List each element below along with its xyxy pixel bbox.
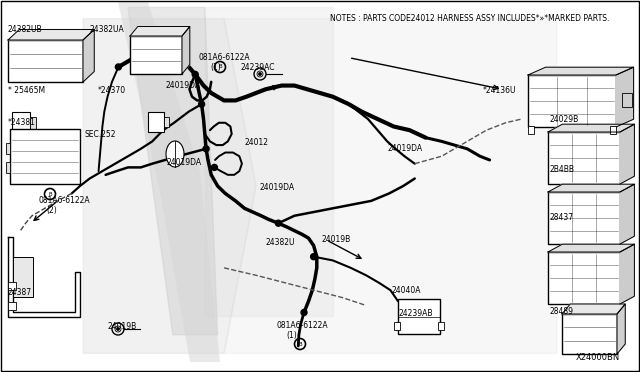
- Polygon shape: [128, 7, 218, 335]
- Text: 24382U: 24382U: [266, 238, 295, 247]
- Text: 24019DA: 24019DA: [388, 144, 423, 153]
- Text: * 25465M: * 25465M: [8, 86, 45, 94]
- Text: 24382UA: 24382UA: [90, 25, 124, 34]
- Text: B: B: [48, 192, 52, 196]
- Bar: [30, 117, 36, 129]
- Text: NOTES : PARTS CODE24012 HARNESS ASSY INCLUDES*»*MARKED PARTS.: NOTES : PARTS CODE24012 HARNESS ASSY INC…: [330, 14, 609, 23]
- Text: 081A6-6122A: 081A6-6122A: [38, 196, 90, 205]
- Circle shape: [259, 73, 261, 75]
- Text: 28437: 28437: [549, 213, 573, 222]
- Bar: [10, 129, 80, 184]
- Bar: [8, 282, 16, 290]
- PathPatch shape: [118, 2, 220, 362]
- Text: B: B: [218, 64, 222, 70]
- Bar: [8, 40, 83, 82]
- Circle shape: [192, 71, 198, 77]
- Bar: [130, 36, 182, 74]
- Polygon shape: [130, 26, 190, 36]
- Bar: [528, 126, 534, 134]
- Bar: [13, 257, 33, 297]
- Polygon shape: [617, 304, 625, 354]
- Circle shape: [275, 220, 282, 226]
- Bar: [8, 302, 16, 310]
- Text: 081A6-6122A: 081A6-6122A: [198, 53, 250, 62]
- Polygon shape: [83, 29, 94, 82]
- Text: *24381: *24381: [8, 118, 36, 126]
- Polygon shape: [548, 124, 634, 132]
- Bar: [562, 314, 617, 354]
- Text: 24019B: 24019B: [321, 235, 351, 244]
- Circle shape: [301, 310, 307, 315]
- Polygon shape: [224, 19, 557, 353]
- Bar: [394, 322, 400, 330]
- Text: 081A6-6122A: 081A6-6122A: [276, 321, 328, 330]
- Circle shape: [116, 328, 119, 330]
- Circle shape: [203, 146, 209, 152]
- Bar: [548, 132, 620, 184]
- Polygon shape: [548, 244, 634, 252]
- Bar: [438, 322, 444, 330]
- Text: 24040A: 24040A: [392, 286, 421, 295]
- Circle shape: [211, 164, 218, 170]
- Circle shape: [198, 101, 205, 107]
- Polygon shape: [8, 237, 80, 317]
- Bar: [12, 112, 30, 134]
- Text: 24019B: 24019B: [108, 322, 137, 331]
- Text: 24029B: 24029B: [549, 115, 579, 124]
- Polygon shape: [83, 19, 256, 353]
- Text: (2): (2): [46, 206, 57, 215]
- Polygon shape: [620, 184, 634, 244]
- Bar: [548, 192, 620, 244]
- Text: 24382UB: 24382UB: [8, 25, 42, 34]
- Text: 24012: 24012: [244, 138, 269, 147]
- Bar: [622, 93, 632, 107]
- Text: (1): (1): [287, 331, 298, 340]
- Bar: [610, 126, 616, 134]
- Circle shape: [310, 254, 317, 260]
- Polygon shape: [528, 67, 634, 75]
- Text: X24000BN: X24000BN: [576, 353, 620, 362]
- Polygon shape: [616, 67, 634, 127]
- Text: 24387: 24387: [8, 288, 32, 296]
- Polygon shape: [182, 26, 190, 74]
- Ellipse shape: [166, 141, 184, 167]
- Text: 24019DA: 24019DA: [165, 81, 200, 90]
- Text: (1): (1): [210, 63, 221, 72]
- Text: 28489: 28489: [549, 307, 573, 316]
- Bar: [548, 252, 620, 304]
- Polygon shape: [205, 7, 333, 316]
- Text: *24370: *24370: [97, 86, 125, 94]
- Bar: [164, 117, 169, 127]
- Text: 24019DA: 24019DA: [259, 183, 294, 192]
- Bar: [6, 143, 10, 154]
- Circle shape: [115, 64, 122, 70]
- Bar: [398, 299, 440, 334]
- Text: 24019DA: 24019DA: [166, 158, 202, 167]
- Bar: [148, 112, 164, 132]
- Text: SEC.252: SEC.252: [84, 130, 116, 139]
- Polygon shape: [562, 304, 625, 314]
- Text: *24136U: *24136U: [483, 86, 516, 94]
- Polygon shape: [620, 124, 634, 184]
- Polygon shape: [8, 29, 94, 40]
- Text: 24239AC: 24239AC: [241, 63, 275, 72]
- Text: 2B4BB: 2B4BB: [549, 165, 574, 174]
- Text: 24239AB: 24239AB: [398, 309, 433, 318]
- Bar: [6, 162, 10, 173]
- Polygon shape: [548, 184, 634, 192]
- Text: B: B: [298, 341, 302, 346]
- Polygon shape: [620, 244, 634, 304]
- Bar: [528, 75, 616, 127]
